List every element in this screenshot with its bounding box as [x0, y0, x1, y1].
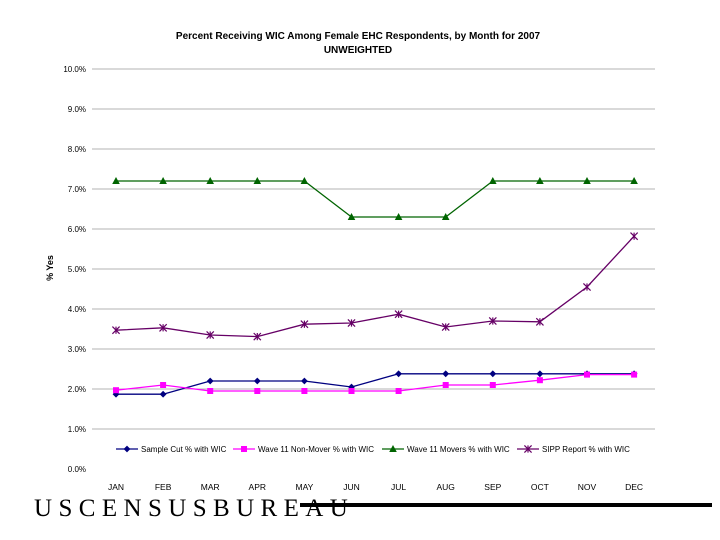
data-point	[630, 232, 639, 241]
series-line	[116, 373, 635, 395]
x-tick-label: FEB	[155, 482, 172, 492]
series-group	[111, 177, 639, 398]
data-point	[394, 310, 403, 319]
chart-subtitle: UNWEIGHTED	[324, 45, 392, 56]
data-point	[348, 388, 355, 394]
data-point	[254, 388, 261, 394]
y-tick-label: 10.0%	[63, 65, 86, 74]
series	[113, 371, 638, 394]
footer-rule	[300, 503, 712, 507]
y-tick-label: 6.0%	[68, 225, 86, 234]
data-point	[489, 177, 497, 184]
data-point	[535, 317, 544, 326]
data-point	[206, 330, 215, 340]
data-point	[395, 388, 402, 394]
data-point	[253, 377, 261, 385]
data-point	[159, 323, 168, 332]
y-tick-label: 7.0%	[68, 185, 86, 194]
data-point	[536, 370, 544, 378]
data-point	[348, 383, 355, 391]
data-point	[300, 177, 309, 184]
y-axis-ticks: 0.0% 1.0% 2.0% 3.0% 4.0% 5.0% 6.0% 7.0% 8.0% 9.0%…	[63, 65, 86, 474]
data-point	[123, 445, 131, 453]
data-point	[441, 213, 450, 220]
data-point	[523, 444, 533, 454]
data-point	[584, 371, 590, 378]
data-point	[394, 213, 403, 220]
data-point	[159, 390, 167, 398]
data-point	[489, 382, 496, 388]
data-point	[582, 282, 592, 292]
series-line	[116, 180, 635, 218]
data-point	[442, 370, 450, 378]
y-tick-label: 9.0%	[68, 105, 86, 114]
data-point	[301, 377, 308, 385]
y-tick-label: 5.0%	[68, 265, 86, 274]
y-tick-label: 0.0%	[68, 465, 86, 474]
legend-entry: Sample Cut % with WIC	[116, 445, 227, 454]
data-point	[441, 322, 450, 332]
data-point	[630, 177, 638, 184]
y-tick-label: 3.0%	[68, 345, 86, 354]
x-tick-label: NOV	[578, 482, 597, 492]
data-point	[206, 377, 214, 385]
series	[112, 177, 638, 220]
y-tick-label: 4.0%	[68, 305, 86, 314]
series	[111, 232, 639, 341]
legend: Sample Cut % with WIC Wave 11 Non-Mover %…	[116, 444, 630, 454]
chart-title: Percent Receiving WIC Among Female EHC R…	[176, 31, 541, 42]
x-tick-label: OCT	[531, 482, 549, 492]
data-point	[583, 177, 591, 184]
x-tick-label: AUG	[436, 482, 454, 492]
data-point	[111, 326, 121, 335]
data-point	[113, 387, 119, 394]
y-tick-label: 1.0%	[68, 425, 86, 434]
data-point	[536, 377, 543, 384]
series-line	[115, 235, 635, 338]
data-point	[488, 316, 497, 326]
legend-label: Wave 11 Movers % with WIC	[407, 445, 510, 454]
x-tick-label: JUL	[391, 482, 406, 492]
data-point	[160, 382, 167, 388]
y-axis-label: % Yes	[45, 255, 55, 281]
data-point	[241, 446, 247, 452]
data-point	[347, 318, 356, 328]
legend-label: SIPP Report % with WIC	[542, 445, 630, 454]
data-point	[207, 388, 214, 394]
legend-label: Sample Cut % with WIC	[141, 445, 227, 454]
data-point	[253, 177, 262, 184]
legend-entry: Wave 11 Non-Mover % with WIC	[233, 445, 374, 454]
data-point	[301, 388, 308, 394]
data-point	[159, 177, 167, 184]
data-point	[206, 177, 214, 184]
data-point	[112, 177, 120, 184]
series	[112, 370, 638, 398]
x-tick-label: MAY	[296, 482, 314, 492]
x-tick-label: MAR	[201, 482, 220, 492]
data-point	[347, 213, 356, 220]
legend-label: Wave 11 Non-Mover % with WIC	[258, 445, 374, 454]
gridlines	[92, 68, 655, 430]
data-point	[536, 177, 544, 184]
x-tick-label: DEC	[625, 482, 643, 492]
data-point	[489, 370, 497, 378]
data-point	[631, 371, 638, 378]
data-point	[300, 320, 309, 329]
x-axis-ticks: JAN FEB MAR APR MAY JUN JUL AUG SEP OCT NOV DEC	[108, 482, 643, 492]
y-tick-label: 2.0%	[68, 385, 86, 394]
data-point	[395, 370, 402, 378]
data-point	[253, 332, 262, 341]
x-tick-label: JAN	[108, 482, 124, 492]
data-point	[442, 382, 449, 388]
data-point	[389, 445, 397, 452]
y-tick-label: 8.0%	[68, 145, 86, 154]
census-bureau-logo: USCENSUSBUREAU	[34, 495, 354, 522]
legend-entry: Wave 11 Movers % with WIC	[382, 445, 510, 454]
x-tick-label: JUN	[343, 482, 360, 492]
legend-entry: SIPP Report % with WIC	[517, 444, 630, 454]
series-line	[115, 373, 635, 392]
x-tick-label: APR	[249, 482, 266, 492]
x-tick-label: SEP	[484, 482, 501, 492]
